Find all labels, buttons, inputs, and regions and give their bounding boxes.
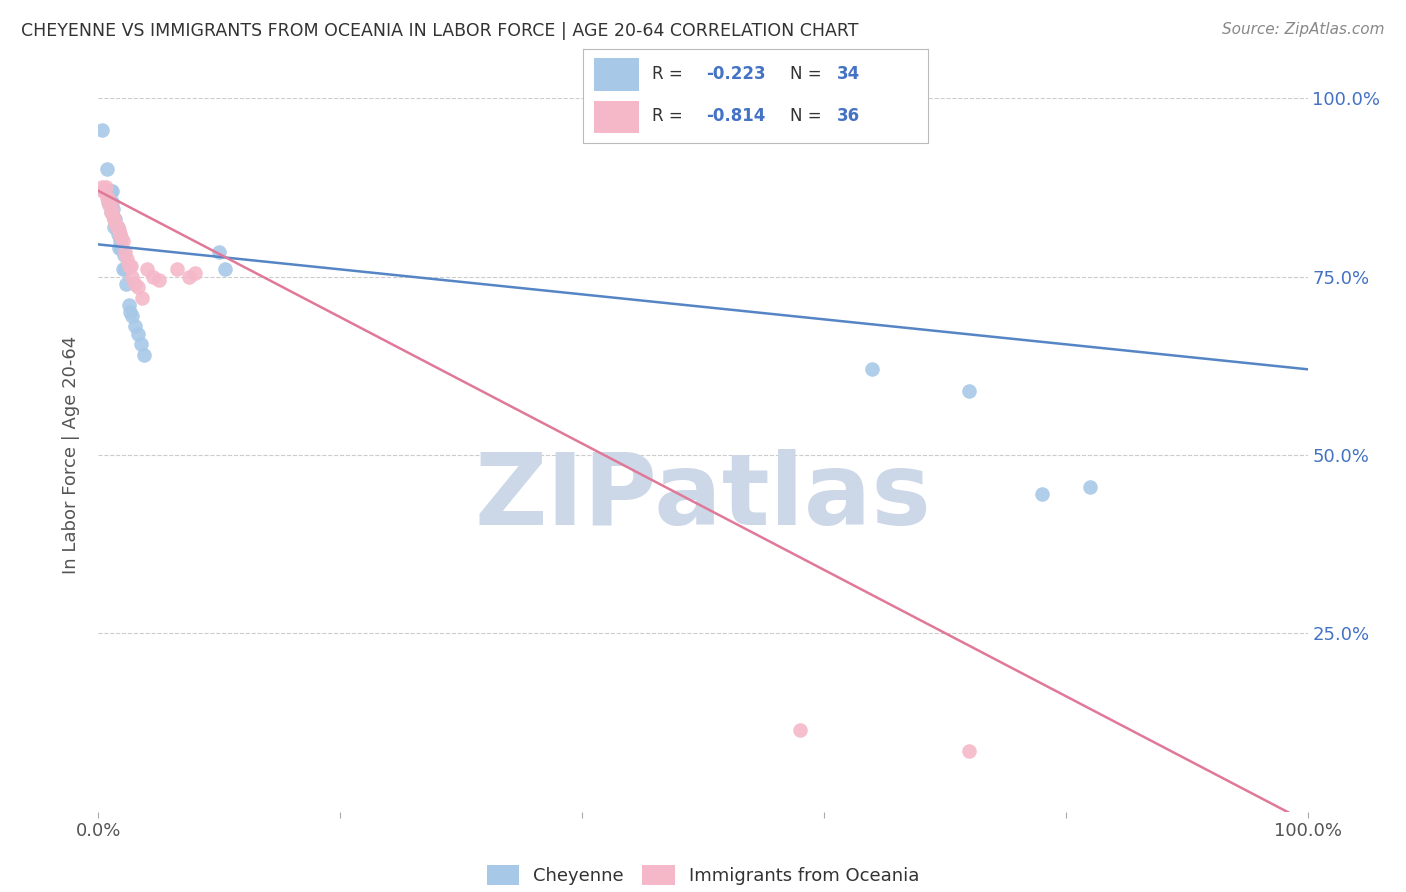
Point (111, 234, 134, 248)
Point (214, 262, 236, 277)
Text: R =: R = (652, 65, 689, 83)
Text: -0.223: -0.223 (706, 65, 765, 83)
Point (105, 219, 128, 234)
Point (117, 252, 139, 266)
Point (179, 269, 201, 284)
Point (115, 277, 138, 291)
Point (104, 216, 127, 230)
Point (860, 362, 883, 376)
Text: N =: N = (790, 108, 827, 126)
Point (100, 205, 122, 219)
Point (957, 744, 980, 758)
Point (98, 194, 121, 209)
Point (120, 259, 142, 273)
Point (100, 184, 122, 198)
Point (789, 723, 811, 737)
Point (100, 194, 122, 209)
Y-axis label: In Labor Force | Age 20-64: In Labor Force | Age 20-64 (62, 335, 80, 574)
Point (1078, 480, 1101, 494)
Point (91, 180, 114, 194)
Point (101, 209, 124, 223)
Point (127, 280, 149, 294)
Point (100, 205, 122, 219)
Point (134, 348, 156, 362)
FancyBboxPatch shape (593, 101, 638, 134)
Point (103, 219, 125, 234)
Text: Source: ZipAtlas.com: Source: ZipAtlas.com (1222, 22, 1385, 37)
Point (96, 191, 118, 205)
Point (121, 269, 143, 284)
Point (118, 305, 141, 319)
Point (118, 298, 141, 312)
Point (111, 262, 134, 277)
Point (121, 309, 143, 323)
Point (118, 259, 141, 273)
Point (103, 212, 125, 227)
Point (96, 162, 118, 177)
Point (93, 184, 115, 198)
Point (108, 223, 131, 237)
Point (166, 262, 188, 277)
Point (105, 219, 128, 234)
Point (957, 384, 980, 398)
Point (124, 319, 146, 334)
Text: 34: 34 (837, 65, 860, 83)
Point (97, 194, 120, 209)
Point (129, 337, 152, 351)
Text: CHEYENNE VS IMMIGRANTS FROM OCEANIA IN LABOR FORCE | AGE 20-64 CORRELATION CHART: CHEYENNE VS IMMIGRANTS FROM OCEANIA IN L… (21, 22, 859, 40)
Text: -0.814: -0.814 (706, 108, 765, 126)
Point (105, 219, 128, 234)
Text: R =: R = (652, 108, 689, 126)
Point (131, 291, 153, 305)
Point (101, 202, 124, 216)
Point (104, 212, 127, 227)
Point (208, 244, 231, 259)
Point (148, 273, 170, 287)
Point (100, 198, 122, 212)
Point (1031, 487, 1053, 501)
Point (114, 244, 136, 259)
Point (107, 219, 129, 234)
Point (142, 269, 165, 284)
Point (184, 266, 207, 280)
Text: ZIPatlas: ZIPatlas (475, 450, 931, 546)
Legend: Cheyenne, Immigrants from Oceania: Cheyenne, Immigrants from Oceania (486, 865, 920, 885)
Point (103, 212, 125, 227)
Point (100, 184, 122, 198)
Point (127, 326, 149, 341)
Point (94, 180, 117, 194)
Point (107, 227, 129, 241)
Point (91, 184, 114, 198)
Text: N =: N = (790, 65, 827, 83)
FancyBboxPatch shape (593, 59, 638, 91)
Point (110, 230, 132, 244)
Point (91, 123, 114, 137)
Point (108, 234, 131, 248)
Point (100, 205, 122, 219)
Point (114, 262, 136, 277)
Point (135, 262, 157, 277)
Point (124, 277, 146, 291)
Point (110, 241, 132, 255)
Point (98, 198, 121, 212)
Point (108, 241, 131, 255)
Point (108, 227, 131, 241)
Point (97, 191, 120, 205)
Text: 36: 36 (837, 108, 860, 126)
Point (112, 248, 135, 262)
